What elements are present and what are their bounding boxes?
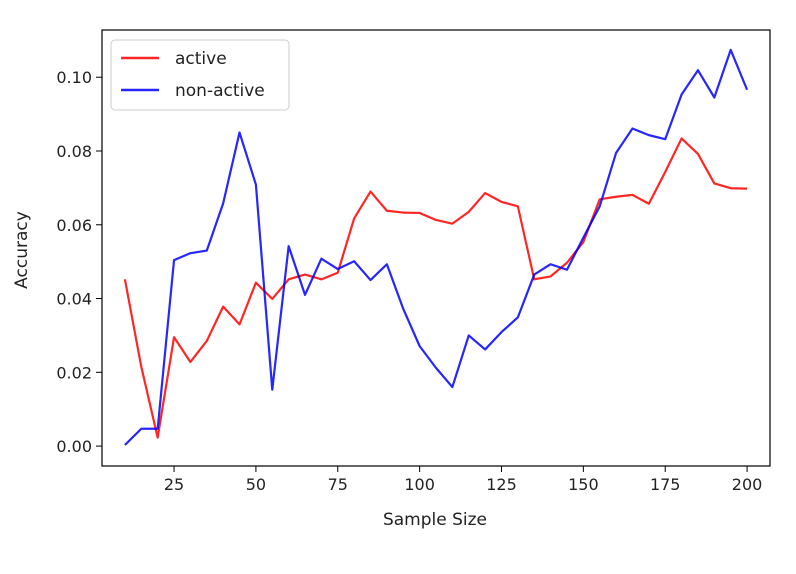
x-tick-label: 25 [164, 475, 184, 494]
y-axis: 0.00 0.02 0.04 0.06 0.08 0.10 [56, 68, 102, 456]
y-tick-label: 0.10 [56, 68, 92, 87]
x-tick-label: 150 [568, 475, 599, 494]
y-tick-label: 0.08 [56, 142, 92, 161]
x-tick-label: 75 [328, 475, 348, 494]
x-axis-title: Sample Size [383, 510, 487, 530]
x-tick-label: 125 [486, 475, 517, 494]
x-tick-label: 200 [732, 475, 763, 494]
legend-label-non-active: non-active [175, 81, 265, 101]
x-axis: 25 50 75 100 125 150 175 200 [164, 466, 762, 494]
y-tick-label: 0.02 [56, 363, 92, 382]
series-line-non-active [124, 48, 749, 446]
x-tick-label: 50 [246, 475, 266, 494]
x-tick-label: 100 [404, 475, 435, 494]
series-line-active [123, 137, 748, 439]
series-layer [123, 48, 749, 446]
y-tick-label: 0.04 [56, 290, 92, 309]
x-tick-label: 175 [650, 475, 681, 494]
y-axis-title: Accuracy [12, 211, 32, 289]
legend-label-active: active [175, 49, 227, 69]
y-tick-label: 0.00 [56, 437, 92, 456]
y-tick-label: 0.06 [56, 216, 92, 235]
legend: active non-active [110, 39, 290, 111]
